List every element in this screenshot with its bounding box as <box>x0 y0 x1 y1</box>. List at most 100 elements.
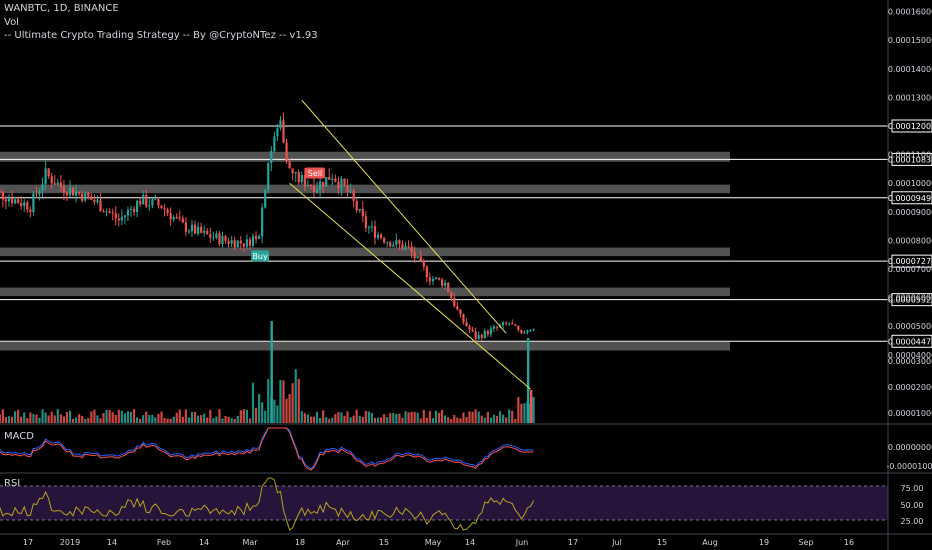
level-label-box <box>891 152 932 166</box>
candle-body <box>17 199 20 204</box>
candle-body <box>325 176 328 187</box>
time-tick: 14 <box>107 538 117 547</box>
candle-body <box>26 202 29 210</box>
volume-bar <box>160 411 163 423</box>
level-label-box <box>891 119 932 133</box>
candle-body <box>529 330 532 332</box>
macd-label: MACD <box>4 431 34 442</box>
volume-bar <box>395 413 398 423</box>
candle-body <box>279 120 282 129</box>
volume-bar <box>288 394 291 423</box>
candle-body <box>303 175 306 187</box>
volume-bar <box>148 415 151 423</box>
candle-body <box>184 222 187 232</box>
volume-bar <box>517 397 520 423</box>
candle-body <box>7 198 11 202</box>
volume-bars <box>0 321 535 423</box>
volume-bar <box>367 411 370 423</box>
time-tick: 15 <box>657 538 667 547</box>
level-label: 0.00007275 <box>888 257 932 266</box>
price-tick: 0.00008000 <box>888 236 932 245</box>
candle-body <box>160 205 163 209</box>
candle-body <box>413 252 416 259</box>
candle-body <box>358 208 361 211</box>
candle-body <box>181 218 184 223</box>
candle-body <box>364 216 367 228</box>
candle-body <box>465 322 468 327</box>
candle-body <box>23 202 26 206</box>
candle-body <box>483 330 486 338</box>
volume-bar <box>502 414 505 423</box>
candle-body <box>236 240 239 248</box>
volume-bar <box>370 413 374 423</box>
volume-bar <box>489 417 492 423</box>
volume-bar <box>505 417 508 423</box>
candle-body <box>392 244 395 247</box>
candle-body <box>437 277 441 280</box>
volume-bar <box>212 418 215 423</box>
candle-body <box>355 200 358 211</box>
volume-bar <box>315 411 319 423</box>
candle-body <box>380 234 383 238</box>
candle-body <box>474 331 477 340</box>
volume-bar <box>136 417 139 423</box>
candle-body <box>169 213 172 220</box>
candle-body <box>59 182 62 187</box>
volume-bar <box>29 412 32 423</box>
volume-bar <box>416 412 419 423</box>
volume-bar <box>508 409 511 423</box>
volume-bar <box>105 409 108 423</box>
volume-bar <box>151 414 154 423</box>
volume-bar <box>532 397 535 423</box>
candle-body <box>81 193 84 201</box>
time-tick: 19 <box>759 538 769 547</box>
volume-bar <box>300 411 303 423</box>
candle-body <box>361 208 364 217</box>
channel-lower-line <box>289 182 531 390</box>
candle-body <box>370 226 374 228</box>
volume-bar <box>398 413 401 423</box>
volume-bar <box>230 418 233 423</box>
volume-bar <box>264 410 267 423</box>
volume-bar <box>17 409 20 423</box>
candle-body <box>312 185 316 192</box>
volume-bar <box>23 412 26 423</box>
volume-bar <box>114 414 117 423</box>
volume-bar <box>193 411 197 423</box>
volume-bar <box>157 413 160 423</box>
volume-bar <box>56 409 59 423</box>
volume-bar <box>172 416 175 423</box>
volume-bar <box>59 414 62 423</box>
candle-body <box>523 332 526 334</box>
candle-body <box>376 234 380 238</box>
volume-bar <box>392 412 395 423</box>
candle-body <box>367 227 370 229</box>
level-label-box <box>891 254 932 268</box>
price-tick: 0.00011000 <box>888 151 932 160</box>
volume-bar <box>239 410 242 423</box>
volume-bar <box>309 416 313 423</box>
time-tick: Mar <box>242 538 258 547</box>
volume-tick: 0.00001000 <box>888 409 932 418</box>
candle-body <box>340 178 343 189</box>
volume-bar <box>361 416 364 423</box>
volume-bar <box>142 415 145 423</box>
candle-body <box>248 239 252 246</box>
candle-body <box>187 231 191 233</box>
volume-bar <box>190 411 194 423</box>
candle-body <box>416 256 419 259</box>
volume-bar <box>511 410 514 423</box>
candle-body <box>492 326 496 329</box>
volume-bar <box>84 418 87 423</box>
price-tick: 0.00004000 <box>888 351 932 360</box>
support-resistance-zones <box>0 151 730 351</box>
volume-bar <box>35 414 38 423</box>
time-tick: 17 <box>568 538 578 547</box>
level-label-box <box>891 334 932 348</box>
volume-bar <box>108 410 111 423</box>
volume-bar <box>96 415 99 423</box>
candle-body <box>258 236 261 239</box>
volume-bar <box>334 414 337 423</box>
volume-bar <box>62 416 65 423</box>
